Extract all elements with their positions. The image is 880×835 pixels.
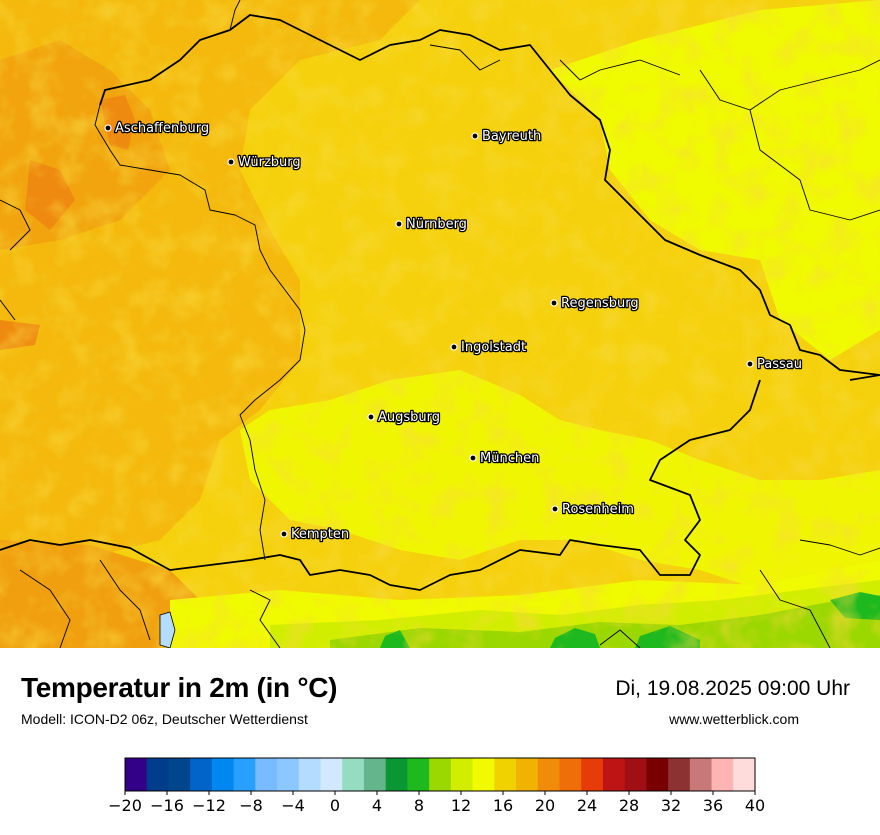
city-label: München: [480, 451, 539, 466]
legend-swatch: [537, 758, 560, 791]
city-dot: [104, 124, 112, 132]
city-augsburg: Augsburg: [367, 409, 441, 426]
legend-swatch: [385, 758, 408, 791]
city-dot: [469, 454, 477, 462]
city-kempten: Kempten: [280, 526, 350, 543]
model-source: Modell: ICON-D2 06z, Deutscher Wetterdie…: [21, 711, 308, 727]
legend-frame: [124, 757, 756, 792]
city-rosenheim: Rosenheim: [551, 501, 635, 518]
city-passau: Passau: [746, 356, 803, 373]
city-label: Würzburg: [238, 155, 301, 170]
legend-tick-label: 32: [661, 796, 681, 815]
bavaria-border: [0, 14, 880, 591]
legend-tick-label: 12: [451, 796, 471, 815]
legend-swatch: [711, 758, 734, 791]
legend-swatch: [429, 758, 452, 791]
legend-swatch: [733, 758, 756, 791]
city-würzburg: Würzburg: [227, 154, 302, 171]
legend-tick-label: −12: [192, 796, 226, 815]
temperature-map-svg: Aschaffenburg Würzburg Bayreuth Nürnberg Reg…: [0, 0, 880, 649]
legend-swatch: [190, 758, 213, 791]
city-markers: Aschaffenburg Würzburg Bayreuth Nürnberg Reg…: [104, 120, 803, 543]
legend-swatch: [689, 758, 713, 791]
lake-constance: [159, 611, 176, 649]
legend-swatch: [298, 758, 322, 791]
legend-tick-label: −8: [239, 796, 263, 815]
legend-tick-label: 36: [703, 796, 723, 815]
legend-swatch: [668, 758, 691, 791]
temperature-map: Aschaffenburg Würzburg Bayreuth Nürnberg Reg…: [0, 0, 880, 649]
district-lines: [0, 0, 880, 649]
legend-tick-label: −20: [108, 796, 142, 815]
city-münchen: München: [469, 450, 541, 467]
legend-tick-label: 20: [535, 796, 555, 815]
city-label: Rosenheim: [562, 502, 634, 517]
city-label: Aschaffenburg: [115, 121, 209, 136]
color-legend-svg: −20 −16 −12 −8 −4 0 4 8 12 16 20 24 28 32 36 40: [108, 757, 765, 815]
city-dot: [550, 299, 558, 307]
legend-tick-label: −16: [150, 796, 184, 815]
legend-swatch: [516, 758, 539, 791]
forecast-datetime: Di, 19.08.2025 09:00 Uhr: [615, 677, 850, 700]
legend-swatch: [342, 758, 365, 791]
legend-swatch: [211, 758, 235, 791]
temperature-texture: [0, 0, 880, 648]
city-dot: [450, 343, 458, 351]
legend-tick-label: 0: [330, 796, 340, 815]
legend-tick-label: 24: [577, 796, 597, 815]
city-dot: [551, 505, 559, 513]
legend-swatches: [124, 757, 756, 792]
legend-swatch: [363, 758, 387, 791]
city-label: Passau: [757, 357, 802, 372]
legend-tick-label: 4: [372, 796, 382, 815]
legend-tick-label: 40: [745, 796, 765, 815]
legend-swatch: [146, 758, 169, 791]
city-label: Ingolstadt: [461, 340, 526, 355]
legend-swatch: [255, 758, 278, 791]
legend-swatch: [407, 758, 430, 791]
city-dot: [471, 132, 479, 140]
legend-swatch: [581, 758, 604, 791]
legend-ticks: −20 −16 −12 −8 −4 0 4 8 12 16 20 24 28 32 36 40: [108, 791, 765, 815]
legend-tick-label: 16: [493, 796, 513, 815]
city-label: Bayreuth: [482, 129, 541, 144]
city-label: Augsburg: [378, 410, 440, 425]
legend-swatch: [624, 758, 647, 791]
city-label: Kempten: [291, 527, 349, 542]
website-link[interactable]: www.wetterblick.com: [669, 711, 799, 727]
legend-swatch: [168, 758, 191, 791]
legend-tick-label: −4: [281, 796, 305, 815]
city-ingolstadt: Ingolstadt: [450, 339, 527, 356]
map-title: Temperatur in 2m (in °C): [21, 672, 338, 703]
city-dot: [280, 530, 288, 538]
city-aschaffenburg: Aschaffenburg: [104, 120, 210, 137]
legend-swatch: [125, 758, 148, 791]
city-dot: [367, 413, 375, 421]
city-regensburg: Regensburg: [550, 295, 640, 312]
city-label: Nürnberg: [406, 217, 467, 232]
city-dot: [395, 220, 403, 228]
legend-tick-label: 28: [619, 796, 639, 815]
legend-swatch: [472, 758, 495, 791]
legend-swatch: [320, 758, 343, 791]
legend-swatch: [494, 758, 517, 791]
city-dot: [227, 158, 235, 166]
legend-tick-label: 8: [414, 796, 424, 815]
city-nürnberg: Nürnberg: [395, 216, 468, 233]
color-legend: −20 −16 −12 −8 −4 0 4 8 12 16 20 24 28 32 36 40: [0, 750, 880, 830]
legend-swatch: [450, 758, 474, 791]
city-dot: [746, 360, 754, 368]
city-label: Regensburg: [561, 296, 639, 311]
legend-swatch: [277, 758, 300, 791]
city-bayreuth: Bayreuth: [471, 128, 543, 145]
legend-swatch: [233, 758, 256, 791]
legend-swatch: [559, 758, 582, 791]
legend-swatch: [602, 758, 626, 791]
legend-swatch: [646, 758, 669, 791]
